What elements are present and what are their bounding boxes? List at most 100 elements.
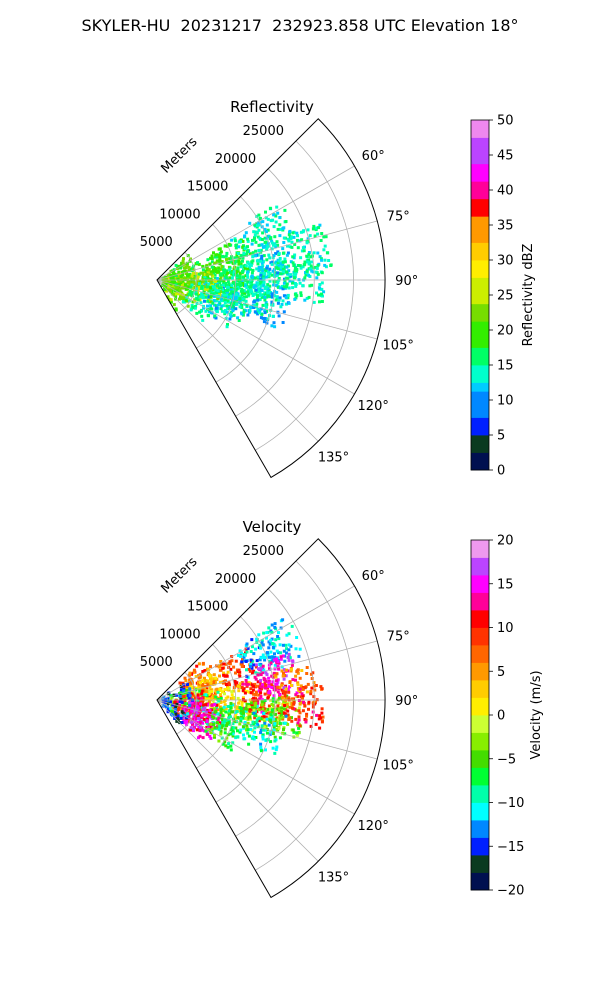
echo-pixel xyxy=(273,712,277,716)
echo-pixel xyxy=(259,284,263,288)
echo-pixel xyxy=(231,722,235,726)
range-ring xyxy=(215,196,276,383)
echo-pixel xyxy=(294,647,298,651)
colorbar-segment xyxy=(471,268,489,278)
echo-pixel xyxy=(277,252,281,256)
echo-pixel xyxy=(297,699,301,702)
azimuth-gridline xyxy=(156,585,355,701)
echo-pixel xyxy=(225,251,229,255)
echo-pixel xyxy=(237,319,241,322)
colorbar-segment xyxy=(471,207,489,217)
echo-pixel xyxy=(184,298,188,302)
echo-pixel xyxy=(278,643,282,647)
echo-pixel xyxy=(189,285,193,289)
echo-pixel xyxy=(244,309,248,313)
echo-pixel xyxy=(256,673,260,677)
echo-pixel xyxy=(307,273,311,277)
echo-pixel xyxy=(299,291,303,295)
colorbar-tick-label: 40 xyxy=(497,184,514,199)
echo-pixel xyxy=(203,669,207,673)
range-tick-label: 10000 xyxy=(159,207,200,222)
echo-pixel xyxy=(269,716,273,720)
echo-pixel xyxy=(241,696,245,700)
echo-pixel xyxy=(296,264,300,267)
echo-pixel xyxy=(232,689,235,693)
azimuth-gridline xyxy=(156,279,319,442)
echo-pixel xyxy=(270,710,274,714)
echo-pixel xyxy=(258,248,262,252)
echo-pixel xyxy=(249,665,252,668)
echo-pixel xyxy=(293,253,297,257)
echo-pixel xyxy=(185,706,189,709)
echo-pixel xyxy=(207,295,211,299)
echo-pixel xyxy=(224,282,228,285)
echo-pixel xyxy=(263,236,267,240)
echo-pixel xyxy=(195,277,199,281)
echo-pixel xyxy=(246,290,250,294)
echo-pixel xyxy=(244,709,248,713)
colorbar-segment xyxy=(471,303,489,313)
echo-pixel xyxy=(240,312,244,316)
echo-pixel xyxy=(317,286,321,290)
echo-pixel xyxy=(266,283,270,287)
echo-pixel xyxy=(255,284,259,288)
echo-pixel xyxy=(207,694,211,698)
echo-pixel xyxy=(241,657,244,661)
echo-pixel xyxy=(223,740,227,744)
echo-pixel xyxy=(315,713,319,717)
echo-pixel xyxy=(191,305,195,309)
colorbar-segment xyxy=(471,137,489,147)
echo-pixel xyxy=(254,724,258,728)
echo-pixel xyxy=(314,684,318,687)
echo-pixel xyxy=(301,284,305,288)
colorbar-segment xyxy=(471,820,489,830)
echo-pixel xyxy=(197,282,201,286)
echo-pixel xyxy=(259,646,263,650)
echo-pixel xyxy=(230,710,234,714)
echo-pixel xyxy=(276,678,280,682)
echo-pixel xyxy=(286,293,290,297)
echo-pixel xyxy=(276,718,280,722)
echo-pixel xyxy=(249,263,253,267)
echo-pixel xyxy=(209,256,212,260)
chart-title: Velocity xyxy=(243,518,302,536)
azimuth-tick-label: 75° xyxy=(387,629,410,644)
echo-pixel xyxy=(320,281,324,285)
echo-pixel xyxy=(297,726,301,730)
echo-pixel xyxy=(294,678,297,682)
echo-pixel xyxy=(194,708,198,712)
echo-pixel xyxy=(246,716,250,720)
echo-pixel xyxy=(292,702,296,706)
echo-pixel xyxy=(174,307,178,311)
echo-pixel xyxy=(229,292,233,296)
echo-pixel xyxy=(204,288,208,291)
echo-pixel xyxy=(210,254,214,258)
echo-pixel xyxy=(206,275,210,279)
echo-pixel xyxy=(259,258,263,262)
echo-pixel xyxy=(180,710,184,714)
echo-pixel xyxy=(273,652,276,656)
echo-pixel xyxy=(273,261,277,265)
echo-pixel xyxy=(240,702,244,706)
echo-pixel xyxy=(292,235,296,239)
echo-pixel xyxy=(274,220,278,224)
colorbar-segment xyxy=(471,321,489,331)
echo-pixel xyxy=(281,618,285,622)
echo-pixel xyxy=(208,289,212,293)
echo-pixel xyxy=(261,664,265,668)
colorbar-segment xyxy=(471,618,489,628)
echo-pixel xyxy=(194,675,198,678)
echo-pixel xyxy=(269,261,273,265)
echo-pixel xyxy=(213,294,216,298)
echo-pixel xyxy=(248,221,252,225)
echo-pixel xyxy=(310,677,314,680)
echo-pixel xyxy=(256,275,260,279)
echo-pixel xyxy=(231,732,235,736)
echo-pixel xyxy=(185,720,189,723)
echo-pixel xyxy=(258,287,262,291)
echo-pixel xyxy=(192,668,196,672)
echo-pixel xyxy=(320,292,323,296)
echo-pixel xyxy=(321,294,324,298)
echo-pixel xyxy=(263,317,267,320)
echo-pixel xyxy=(265,636,268,640)
